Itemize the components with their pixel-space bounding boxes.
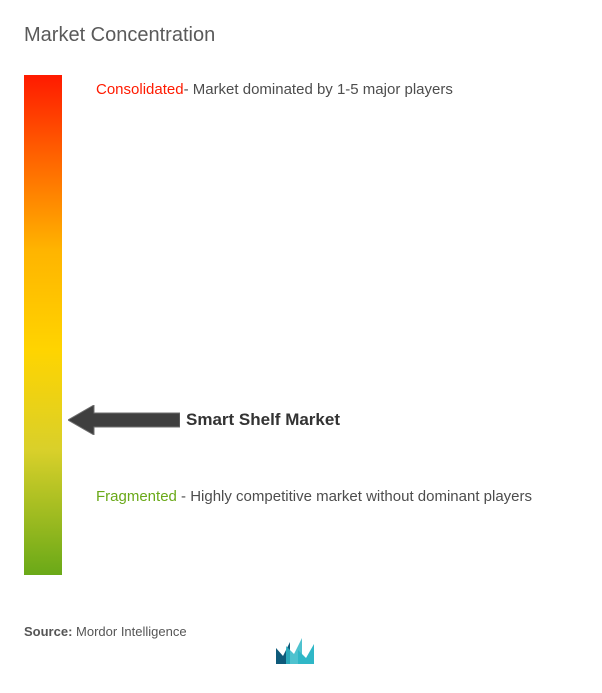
source-attribution: Source: Mordor Intelligence xyxy=(24,624,187,639)
consolidated-term: Consolidated xyxy=(96,81,184,98)
fragmented-term: Fragmented xyxy=(96,488,177,505)
source-label: Source: xyxy=(24,624,72,639)
labels-area: Consolidated- Market dominated by 1-5 ma… xyxy=(62,75,584,575)
page-title: Market Concentration xyxy=(24,24,584,47)
concentration-gradient-bar xyxy=(24,75,62,575)
consolidated-description: - Market dominated by 1-5 major players xyxy=(184,81,453,98)
source-value: Mordor Intelligence xyxy=(76,624,187,639)
market-position-marker: Smart Shelf Market xyxy=(68,405,340,435)
market-name-label: Smart Shelf Market xyxy=(186,410,340,430)
consolidated-annotation: Consolidated- Market dominated by 1-5 ma… xyxy=(96,79,453,100)
mordor-logo-icon xyxy=(276,636,318,669)
fragmented-description: - Highly competitive market without domi… xyxy=(177,488,532,505)
chart-area: Consolidated- Market dominated by 1-5 ma… xyxy=(24,75,584,575)
arrow-left-icon xyxy=(68,405,180,435)
fragmented-annotation: Fragmented - Highly competitive market w… xyxy=(96,485,540,509)
